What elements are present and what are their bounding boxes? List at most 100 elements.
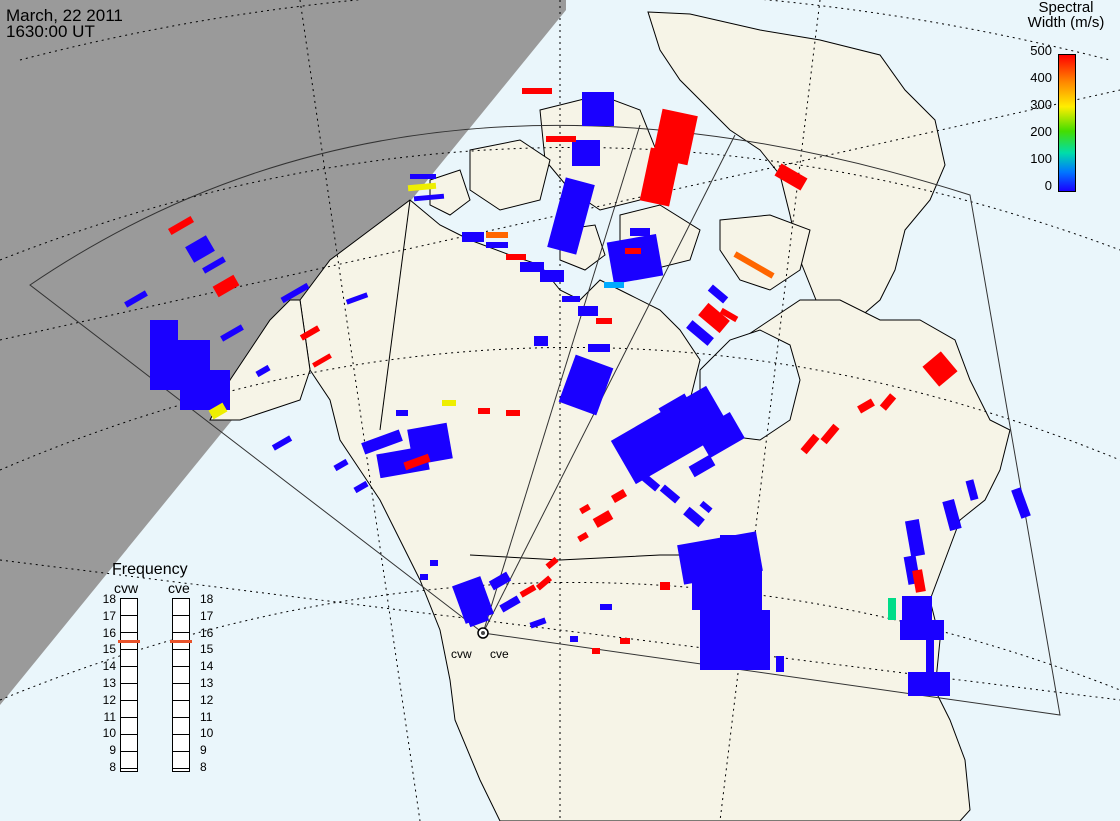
echo-cell xyxy=(519,584,537,598)
echo-cell xyxy=(185,235,215,263)
echo-cell xyxy=(430,560,438,566)
echo-cell xyxy=(688,454,716,478)
site-label-cve: cve xyxy=(490,647,509,661)
echo-cell xyxy=(606,233,664,285)
echo-cell xyxy=(610,489,628,503)
frequency-column-cve xyxy=(170,598,192,772)
echo-cell xyxy=(857,398,875,414)
time-label: 1630:00 UT xyxy=(6,22,95,41)
echo-cell xyxy=(922,351,958,387)
echo-cell xyxy=(577,531,589,543)
colorbar-title-line-1: Spectral xyxy=(1038,0,1094,16)
echo-cell xyxy=(413,193,445,202)
echo-cell xyxy=(707,284,729,304)
echo-cell xyxy=(506,410,520,416)
echo-cell xyxy=(660,582,670,590)
echo-cell xyxy=(659,484,681,504)
colorbar-tick-200: 200 xyxy=(1030,124,1052,139)
echo-cell xyxy=(333,458,349,472)
freq-label-right: 14 xyxy=(200,659,214,674)
echo-cell xyxy=(529,617,547,629)
colorbar-tick-0: 0 xyxy=(1044,178,1052,193)
freq-label-right: 10 xyxy=(200,726,214,741)
echo-cell xyxy=(486,242,508,248)
echo-cell xyxy=(410,174,436,179)
echo-cell xyxy=(625,248,641,254)
echo-cell xyxy=(596,318,612,324)
echo-cell xyxy=(220,324,244,342)
echo-cell xyxy=(800,433,820,455)
echo-cell xyxy=(407,422,453,466)
freq-label-left: 14 xyxy=(102,659,116,674)
colorbar-tick-100: 100 xyxy=(1030,151,1052,166)
land-masses xyxy=(209,11,1011,821)
frequency-marker-cve xyxy=(170,640,192,643)
echo-cell xyxy=(942,498,962,532)
timestamp-header: March, 22 2011 1630:00 UT xyxy=(6,6,123,41)
echo-cell xyxy=(1011,487,1031,519)
echo-cell xyxy=(520,262,544,272)
echo-cell xyxy=(547,177,595,255)
echo-cell xyxy=(912,569,926,593)
echo-cell xyxy=(582,92,614,126)
echo-cell xyxy=(407,182,437,192)
echo-cell xyxy=(592,510,614,528)
echo-cell xyxy=(204,396,218,408)
echo-cell xyxy=(478,408,490,414)
echo-cell xyxy=(926,640,934,674)
freq-label-right: 16 xyxy=(200,625,214,640)
echo-cell xyxy=(124,290,148,308)
echo-cell xyxy=(506,254,526,260)
echo-cell xyxy=(562,296,580,302)
echo-cell xyxy=(658,393,692,421)
echo-cell xyxy=(572,140,600,166)
colorbar-title-line-2: Width (m/s) xyxy=(1027,14,1105,31)
echo-cell xyxy=(965,479,979,501)
backscatter-echoes xyxy=(124,88,1031,696)
echo-cell xyxy=(600,604,612,610)
echo-cell xyxy=(578,306,598,316)
freq-label-left: 17 xyxy=(102,608,116,623)
echo-cell xyxy=(545,556,559,570)
freq-label-left: 8 xyxy=(109,760,116,774)
echo-cell xyxy=(271,435,293,451)
echo-cell xyxy=(420,574,428,580)
echo-cell xyxy=(695,412,745,458)
colorbar xyxy=(1058,54,1076,192)
echo-cell xyxy=(299,325,321,341)
echo-cell xyxy=(353,480,369,494)
freq-label-right: 18 xyxy=(200,592,214,606)
echo-cell xyxy=(776,656,784,672)
echo-cell xyxy=(774,163,808,191)
date-label: March, 22 2011 xyxy=(6,6,123,25)
echo-cell xyxy=(522,88,552,94)
echo-cell xyxy=(212,274,240,298)
freq-label-left: 15 xyxy=(102,642,116,657)
radar-label-cve: cve xyxy=(168,580,190,596)
echo-cell xyxy=(466,610,490,628)
echo-cell xyxy=(345,292,369,305)
echo-cell xyxy=(908,672,950,696)
echo-cell xyxy=(604,282,624,288)
frequency-title: Frequency xyxy=(112,561,188,578)
echo-cell xyxy=(692,570,762,610)
echo-cell xyxy=(535,575,553,591)
echo-cell xyxy=(499,595,521,613)
freq-label-left: 16 xyxy=(102,625,116,640)
echo-cell xyxy=(733,251,775,279)
freq-label-right: 9 xyxy=(200,743,207,758)
echo-cell xyxy=(610,385,732,485)
frequency-column-cvw xyxy=(118,598,140,772)
freq-label-right: 17 xyxy=(200,608,214,623)
echo-cell xyxy=(534,336,548,346)
echo-cell xyxy=(361,429,403,455)
echo-cell xyxy=(820,423,840,445)
echo-cell xyxy=(280,282,310,304)
freq-label-right: 13 xyxy=(200,676,214,690)
echo-cell xyxy=(546,136,576,142)
echo-cell xyxy=(396,410,408,416)
freq-label-right: 8 xyxy=(200,760,207,774)
